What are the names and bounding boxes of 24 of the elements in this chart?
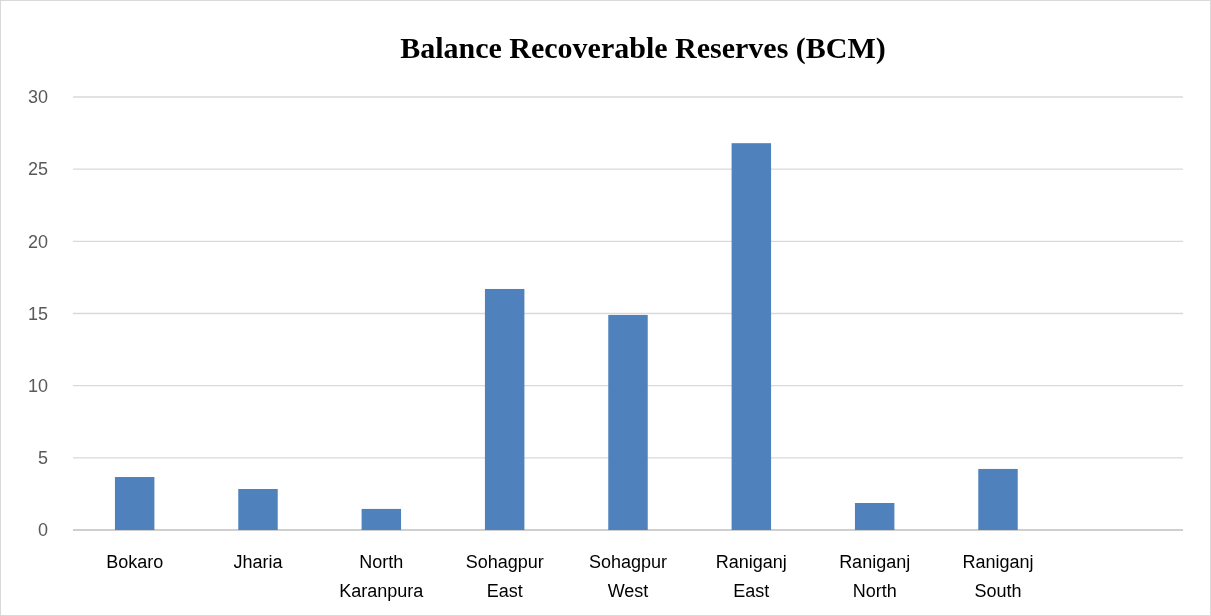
bar (238, 489, 278, 530)
bar (361, 508, 402, 530)
y-tick-label: 20 (27, 231, 48, 252)
x-tick-label: Raniganj South (962, 552, 1034, 601)
x-tick-label: Bokaro (106, 552, 164, 572)
y-tick-label: 25 (27, 159, 48, 180)
y-tick-label: 15 (27, 303, 48, 324)
x-tick-label: Sohagpur West (588, 552, 668, 601)
x-tick-label: North Karanpura (339, 552, 425, 601)
x-tick-label: Raniganj North (839, 552, 911, 601)
bar (484, 288, 525, 530)
bar (978, 468, 1018, 530)
bar (854, 503, 895, 530)
x-tick-label: Sohagpur East (465, 552, 544, 601)
bar (114, 477, 155, 530)
x-tick-label: Jharia (233, 552, 284, 572)
bar (608, 314, 648, 530)
bar (731, 143, 772, 530)
chart-title: Balance Recoverable Reserves (BCM) (400, 31, 886, 65)
x-tick-label: Raniganj East (715, 552, 787, 601)
y-tick-label: 10 (27, 375, 48, 396)
y-tick-label: 5 (37, 448, 48, 469)
y-tick-label: 0 (37, 520, 48, 541)
y-tick-label: 30 (27, 87, 48, 108)
